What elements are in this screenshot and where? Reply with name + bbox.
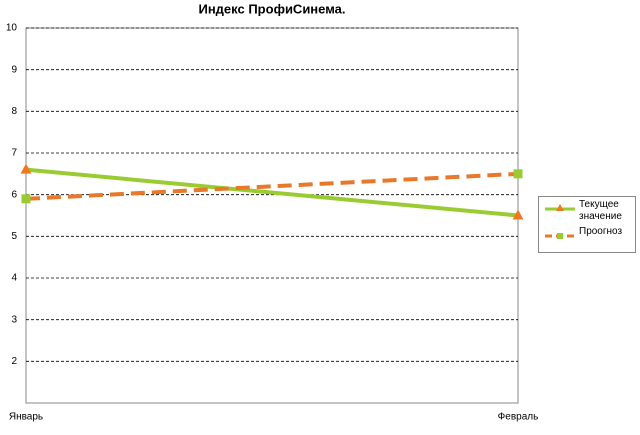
y-tick-label: 10 <box>6 23 18 34</box>
legend-symbol <box>545 233 575 239</box>
y-tick-label: 8 <box>11 106 17 117</box>
y-tick-label: 9 <box>11 64 17 75</box>
y-tick-label: 3 <box>11 314 17 325</box>
y-tick-label: 4 <box>11 273 17 284</box>
marker <box>21 194 31 204</box>
legend-label: Проогноз <box>579 226 623 237</box>
x-tick-label: Февраль <box>498 412 539 423</box>
series-line <box>25 171 519 201</box>
legend-label: Текущее значение <box>579 199 622 222</box>
series-line <box>25 167 519 218</box>
y-tick-label: 7 <box>11 148 17 159</box>
legend-marker <box>556 204 564 211</box>
y-tick-label: 5 <box>11 231 17 242</box>
chart-title: Индекс ПрофиСинема. <box>198 1 345 16</box>
legend-symbol <box>545 204 575 211</box>
y-tick-label: 6 <box>11 189 17 200</box>
x-tick-label: Январь <box>9 412 43 423</box>
legend: Текущее значение Проогноз <box>538 196 636 253</box>
marker <box>513 169 523 179</box>
plot-area <box>25 27 519 404</box>
marker <box>512 209 524 220</box>
y-tick-label: 2 <box>11 356 17 367</box>
marker <box>20 163 32 174</box>
legend-marker <box>557 233 563 239</box>
